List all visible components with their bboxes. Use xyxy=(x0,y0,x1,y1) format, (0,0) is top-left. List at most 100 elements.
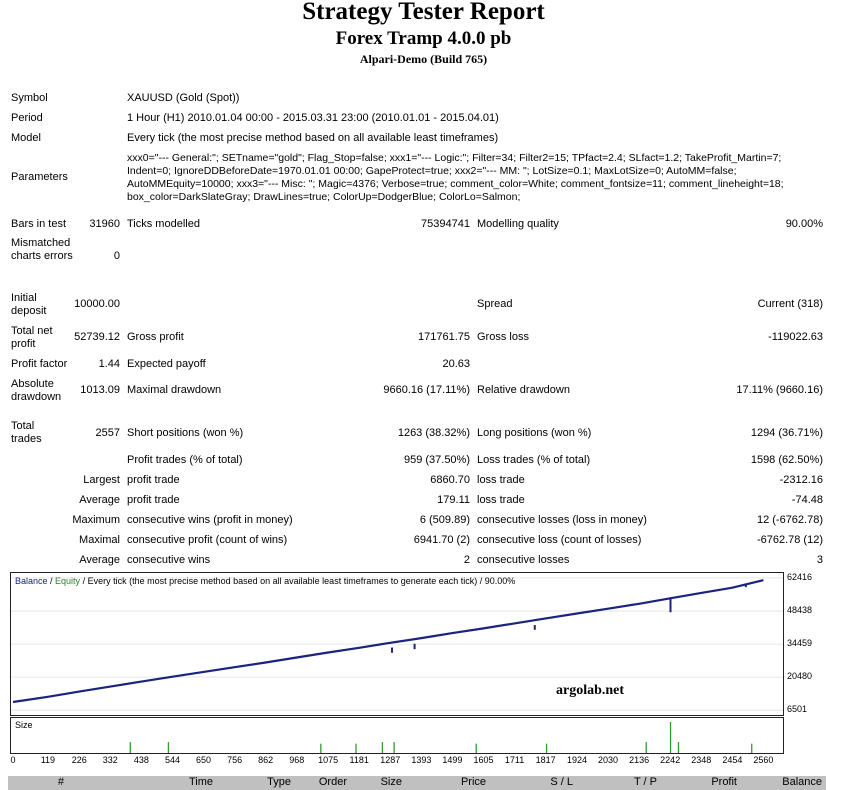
quality-label: Modelling quality xyxy=(477,218,559,230)
grossloss-label: Gross loss xyxy=(477,331,529,343)
size-chart: Size xyxy=(10,717,784,754)
spread-value: Current (318) xyxy=(757,298,823,310)
chart-legend: Balance / Equity / Every tick (the most … xyxy=(15,576,515,586)
size-bar xyxy=(475,743,477,753)
mismatch-value: 0 xyxy=(113,250,120,262)
size-chart-svg xyxy=(129,722,753,753)
x-tick-label: 438 xyxy=(133,755,149,765)
bars-label: Bars in test xyxy=(11,218,67,230)
acwins-label: consecutive wins xyxy=(127,554,211,566)
server-name: Alpari-Demo (Build 765) xyxy=(359,52,488,66)
x-tick-label: 1287 xyxy=(380,755,401,765)
mcloss-label: consecutive loss (count of losses) xyxy=(477,534,642,546)
table-header-cell[interactable]: Balance xyxy=(782,776,822,788)
x-tick-label: 544 xyxy=(164,755,180,765)
quality-value: 90.00% xyxy=(785,218,823,230)
legend-equity: Equity xyxy=(55,576,81,586)
x-tick-label: 1924 xyxy=(566,755,587,765)
average2-label: Average xyxy=(79,554,120,566)
maximum-label: Maximum xyxy=(72,514,120,526)
mclosses-label: consecutive losses (loss in money) xyxy=(477,514,647,526)
balance-chart: Balance / Equity / Every tick (the most … xyxy=(10,572,784,716)
pf-label: Profit factor xyxy=(11,358,68,370)
size-bar xyxy=(645,742,647,753)
long-value: 1294 (36.71%) xyxy=(750,427,823,439)
deposit-label: Initial deposit xyxy=(11,292,47,317)
mclosses-value: 12 (-6762.78) xyxy=(756,514,823,526)
table-header-cell[interactable]: Size xyxy=(380,776,402,788)
long-label: Long positions (won %) xyxy=(477,427,592,439)
aloss-label: loss trade xyxy=(477,494,525,506)
size-bar xyxy=(381,742,384,753)
period-label: Period xyxy=(11,112,43,124)
table-header-cell[interactable]: S / L xyxy=(550,776,573,788)
x-tick-label: 1075 xyxy=(318,755,339,765)
y-tick-label: 6501 xyxy=(787,704,808,715)
size-bar xyxy=(677,742,680,753)
absdd-label: Absolute drawdown xyxy=(11,378,62,403)
short-value: 1263 (38.32%) xyxy=(397,427,470,439)
model-value: Every tick (the most precise method base… xyxy=(127,132,499,144)
aclosses-value: 3 xyxy=(816,554,823,566)
table-header-cell[interactable]: Order xyxy=(318,776,347,788)
parameters-label: Parameters xyxy=(11,171,68,183)
period-value: 1 Hour (H1) 2010.01.04 00:00 - 2015.03.3… xyxy=(127,112,499,124)
aprofit-label: profit trade xyxy=(127,494,180,506)
legend-balance: Balance xyxy=(15,576,48,586)
absdd-value: 1013.09 xyxy=(80,384,120,396)
size-bar xyxy=(129,742,131,753)
table-header-cell[interactable]: Profit xyxy=(711,776,737,788)
maxdd-label: Maximal drawdown xyxy=(127,384,222,396)
size-bar xyxy=(751,743,753,753)
lloss-value: -2312.16 xyxy=(779,474,823,486)
y-tick-label: 20480 xyxy=(787,671,813,682)
grossprofit-value: 171761.75 xyxy=(418,331,470,343)
lprofit-label: profit trade xyxy=(127,474,180,486)
mcprofit-value: 6941.70 (2) xyxy=(413,534,470,546)
report-title: Strategy Tester Report xyxy=(302,0,545,25)
grossprofit-label: Gross profit xyxy=(127,331,184,343)
acwins-value: 2 xyxy=(463,554,470,566)
deposit-value: 10000.00 xyxy=(74,298,120,310)
x-tick-label: 2242 xyxy=(660,755,681,765)
x-tick-label: 2348 xyxy=(691,755,712,765)
size-bar xyxy=(167,742,170,753)
trades-value: 2557 xyxy=(95,427,120,439)
grossloss-value: -119022.63 xyxy=(768,331,823,343)
short-label: Short positions (won %) xyxy=(127,427,244,439)
mcprofit-label: consecutive profit (count of wins) xyxy=(127,534,288,546)
legend-sep: / xyxy=(47,576,56,586)
y-tick-label: 34459 xyxy=(787,638,813,649)
x-tick-label: 650 xyxy=(196,755,212,765)
trades-label: Total trades xyxy=(11,420,42,445)
balance-line xyxy=(12,579,764,704)
legend-rest: / Every tick (the most precise method ba… xyxy=(80,576,516,586)
lprofit-value: 6860.70 xyxy=(430,474,470,486)
reldd-value: 17.11% (9660.16) xyxy=(736,384,823,396)
size-bar xyxy=(393,742,395,753)
average-label: Average xyxy=(79,494,120,506)
symbol-value: XAUUSD (Gold (Spot)) xyxy=(127,92,240,104)
table-header-cell[interactable]: Time xyxy=(188,776,213,788)
x-tick-label: 2454 xyxy=(722,755,743,765)
x-tick-label: 332 xyxy=(102,755,118,765)
table-header-cell[interactable]: Price xyxy=(460,776,486,788)
mcwins-label: consecutive wins (profit in money) xyxy=(127,514,293,526)
table-header-cell[interactable]: # xyxy=(57,776,64,788)
ticks-label: Ticks modelled xyxy=(127,218,200,230)
x-tick-label: 119 xyxy=(40,755,56,765)
y-tick-label: 62416 xyxy=(787,571,813,582)
x-tick-label: 1499 xyxy=(442,755,463,765)
symbol-label: Symbol xyxy=(11,92,48,104)
lloss-label: loss trade xyxy=(477,474,525,486)
aclosses-label: consecutive losses xyxy=(477,554,570,566)
x-tick-label: 2136 xyxy=(629,755,650,765)
size-bar xyxy=(355,743,357,753)
size-bar xyxy=(320,743,322,753)
table-header-cell[interactable]: T / P xyxy=(633,776,657,788)
model-label: Model xyxy=(11,132,41,144)
x-tick-label: 2560 xyxy=(753,755,774,765)
netprofit-label: Total net profit xyxy=(11,325,53,350)
table-header-cell[interactable]: Type xyxy=(267,776,291,788)
maximal-label: Maximal xyxy=(79,534,120,546)
